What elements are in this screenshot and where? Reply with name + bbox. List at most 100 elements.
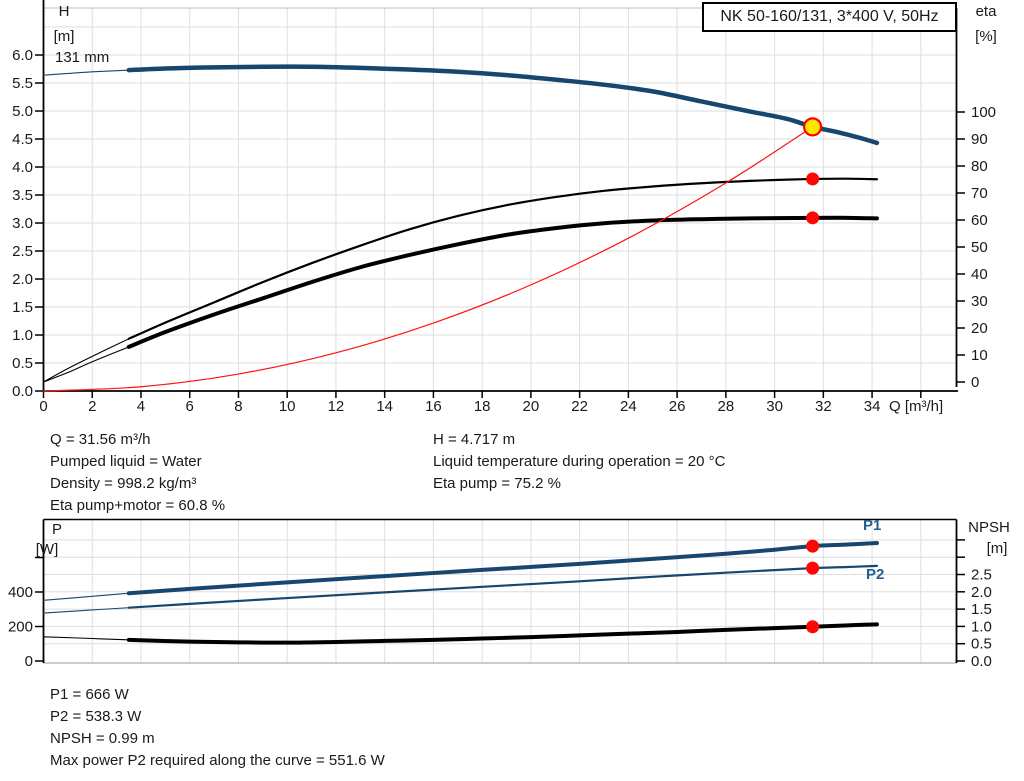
- left-axis-tick-label: 200: [8, 619, 33, 636]
- p1-point-marker: [806, 539, 820, 553]
- duty-info-left: Q = 31.56 m³/h Pumped liquid = Water Den…: [50, 429, 225, 517]
- eta-pump-motor-label: Eta pump+motor = 60.8 %: [50, 497, 226, 514]
- pumped-liquid-label: Pumped liquid = Water: [50, 453, 202, 470]
- eta-pump-label: Eta pump = 75.2 %: [433, 475, 561, 492]
- p2-point-marker: [806, 561, 820, 575]
- density-label: Density = 998.2 kg/m³: [50, 475, 197, 492]
- right-axis-tick-label: 70: [971, 185, 988, 202]
- x-tick-label: 30: [766, 398, 783, 415]
- x-tick-label: 22: [571, 398, 588, 415]
- head-eta-chart-gridlines: [43, 7, 957, 391]
- right-axis-tick-label: 90: [971, 131, 988, 148]
- right-axis-tick-label: 1.0: [971, 618, 992, 635]
- duty-head-label: H = 4.717 m: [433, 431, 516, 448]
- x-tick-label: 2: [88, 398, 96, 415]
- eta-pump-motor-curve: [126, 215, 879, 349]
- x-tick-label: 16: [425, 398, 442, 415]
- left-axis-tick-label: 5.5: [12, 75, 33, 92]
- head-curve-131mm-thin: [42, 69, 130, 76]
- left-axis-tick-label: 3.5: [12, 187, 33, 204]
- eta-pump-motor-curve-thin: [42, 346, 130, 383]
- x-tick-label: 20: [523, 398, 540, 415]
- left-axis-tick-label: 2.5: [12, 243, 33, 260]
- left-axis-tick-label: 1.5: [12, 299, 33, 316]
- x-tick-label: 34: [864, 398, 881, 415]
- liquid-temperature-label: Liquid temperature during operation = 20…: [433, 453, 726, 470]
- p1-power-label: P1 = 666 W: [50, 686, 129, 703]
- npsh-curve: [126, 622, 879, 645]
- x-tick-label: 12: [328, 398, 345, 415]
- left-axis-tick-label: 4.5: [12, 131, 33, 148]
- x-tick-label: 0: [39, 398, 47, 415]
- right-axis-tick-label: 2.5: [971, 567, 992, 584]
- right-axis-tick-label: 1.5: [971, 601, 992, 618]
- right-axis-tick-label: 0: [971, 374, 979, 391]
- impeller-diameter-label: 131 mm: [55, 49, 110, 66]
- p-axis-symbol: P: [51, 521, 62, 538]
- x-tick-label: 26: [669, 398, 686, 415]
- right-axis-tick-label: 0.0: [971, 653, 992, 670]
- head-eta-chart-series: [42, 64, 880, 392]
- left-axis-tick-label: 2.0: [12, 271, 33, 288]
- right-axis-tick-label: 2.0: [971, 584, 992, 601]
- right-axis-tick-label: 100: [971, 104, 996, 121]
- head-eta-chart: 0 2 4 6 8 10 12 14 16 18 20 22 24 26 28 30 32 346.05.55.0…: [12, 0, 996, 415]
- p2-power-label: P2 = 538.3 W: [50, 708, 142, 725]
- eta-pump-point-marker: [806, 172, 820, 186]
- duty-point-marker: [803, 117, 823, 137]
- x-tick-label: 4: [137, 398, 145, 415]
- eta-axis-unit: [%]: [975, 28, 997, 45]
- q-axis-label: Q [m³/h]: [889, 398, 944, 415]
- x-tick-label: 6: [186, 398, 194, 415]
- right-axis-tick-label: 10: [971, 347, 988, 364]
- eta-pump-curve: [127, 177, 879, 340]
- npsh-value-label: NPSH = 0.99 m: [50, 730, 155, 747]
- left-axis-tick-label: 0.0: [12, 383, 33, 400]
- right-axis-tick-label: 30: [971, 293, 988, 310]
- npsh-axis-unit: [m]: [986, 540, 1008, 557]
- duty-info-right: H = 4.717 m Liquid temperature during op…: [433, 429, 725, 495]
- h-axis-symbol: H: [58, 3, 70, 20]
- power-npsh-chart-series: [42, 541, 879, 645]
- power-info: P1 = 666 W P2 = 538.3 W NPSH = 0.99 m Ma…: [50, 684, 385, 772]
- left-axis-tick-label: 1.0: [12, 327, 33, 344]
- x-tick-label: 18: [474, 398, 491, 415]
- npsh-curve-thin: [42, 636, 130, 641]
- x-tick-label: 14: [376, 398, 393, 415]
- head-eta-chart-axes: 0 2 4 6 8 10 12 14 16 18 20 22 24 26 28 30 32 346.05.55.0…: [12, 0, 996, 415]
- npsh-axis-symbol: NPSH: [968, 519, 1010, 536]
- left-axis-tick-label: 400: [8, 584, 33, 601]
- right-axis-tick-label: 50: [971, 239, 988, 256]
- x-tick-label: 8: [234, 398, 242, 415]
- right-axis-tick-label: 40: [971, 266, 988, 283]
- max-power-label: Max power P2 required along the curve = …: [50, 752, 385, 769]
- system-curve: [42, 126, 814, 392]
- p-axis-unit: [W]: [35, 541, 59, 558]
- eta-axis-symbol: eta: [975, 3, 997, 20]
- npsh-point-marker: [806, 620, 820, 634]
- power-npsh-chart: 400 200 0 2.52.01.51.00.50.0: [8, 518, 992, 670]
- left-axis-tick-label: 0: [25, 653, 33, 670]
- x-tick-label: 10: [279, 398, 296, 415]
- power-npsh-chart-axes: 400 200 0 2.52.01.51.00.50.0: [8, 518, 992, 670]
- h-axis-unit: [m]: [53, 28, 75, 45]
- left-axis-tick-label: 0.5: [12, 355, 33, 372]
- pump-title-box: NK 50-160/131, 3*400 V, 50Hz: [702, 2, 957, 32]
- p2-curve-label: P2: [866, 566, 885, 583]
- left-axis-tick-label: 4.0: [12, 159, 33, 176]
- left-axis-tick-label: 6.0: [12, 47, 33, 64]
- right-axis-tick-label: 80: [971, 158, 988, 175]
- p2-curve-thin: [42, 607, 130, 614]
- right-axis-tick-label: 0.5: [971, 636, 992, 653]
- eta-pump-curve-thin: [42, 338, 130, 383]
- x-tick-label: 24: [620, 398, 637, 415]
- p1-curve-thin: [42, 592, 130, 601]
- left-axis-tick-label: 3.0: [12, 215, 33, 232]
- right-axis-tick-label: 20: [971, 320, 988, 337]
- duty-flow-label: Q = 31.56 m³/h: [50, 431, 151, 448]
- left-axis-tick-label: 5.0: [12, 103, 33, 120]
- eta-pump-motor-point-marker: [806, 211, 820, 225]
- x-tick-label: 28: [718, 398, 735, 415]
